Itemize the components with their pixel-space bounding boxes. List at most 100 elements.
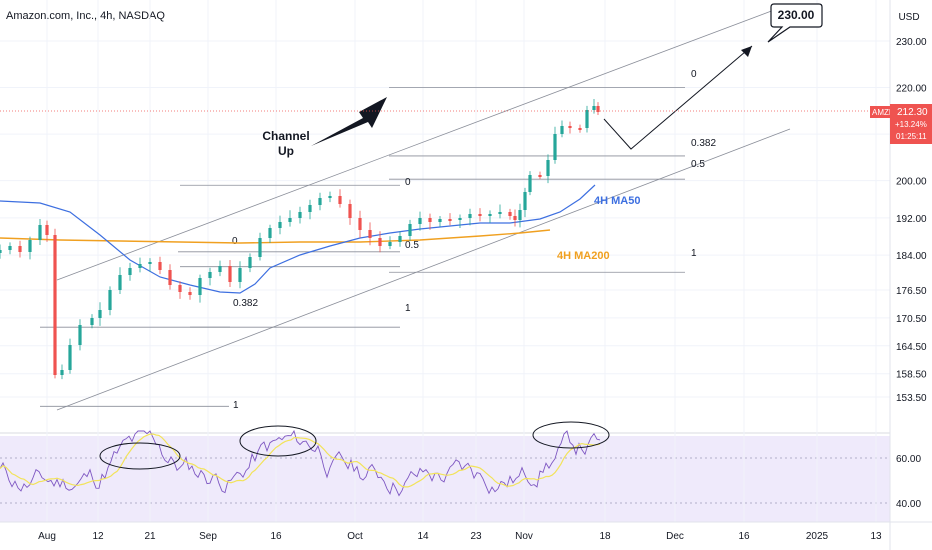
candle-body <box>128 268 132 275</box>
candle-body <box>248 257 252 268</box>
time-tick-label: 14 <box>417 531 429 542</box>
price-tick-label: 184.00 <box>896 251 927 262</box>
candle-body <box>60 370 64 375</box>
candle-body <box>78 325 82 345</box>
price-tick-label: 164.50 <box>896 342 927 353</box>
fib-label: 1 <box>691 248 697 259</box>
channel-label: Up <box>278 144 294 158</box>
candle-body <box>448 219 452 221</box>
price-change-label: +13.24% <box>895 120 927 129</box>
fib-label: 0 <box>691 69 697 80</box>
rsi-highlight-ellipse <box>532 421 610 449</box>
candle-body <box>328 196 332 198</box>
time-tick-label: 2025 <box>806 531 829 542</box>
candle-body <box>8 246 12 250</box>
channel-upper-line <box>56 3 791 281</box>
price-tick-label: 158.50 <box>896 370 927 381</box>
rsi-highlight-ellipse <box>239 425 317 457</box>
time-tick-label: 16 <box>738 531 750 542</box>
countdown-label: 01:25:11 <box>896 132 927 141</box>
candle-body <box>388 242 392 246</box>
candle-body <box>18 246 22 252</box>
candle-body <box>378 238 382 246</box>
time-tick-label: 18 <box>599 531 611 542</box>
candle-body <box>518 210 522 220</box>
candle-body <box>488 214 492 216</box>
candle-body <box>478 214 482 216</box>
candle-body <box>138 264 142 268</box>
candle-body <box>188 292 192 295</box>
ticker-badge <box>870 106 890 118</box>
candle-body <box>358 218 362 230</box>
candle-body <box>585 110 589 128</box>
candle-body <box>498 212 502 214</box>
candle-body <box>508 212 512 216</box>
candle-body <box>238 268 242 282</box>
time-tick-label: 12 <box>92 531 104 542</box>
candle-body <box>560 126 564 134</box>
time-tick-label: Oct <box>347 531 363 542</box>
target-label: 230.00 <box>778 8 815 22</box>
candle-body <box>318 198 322 205</box>
candle-body <box>528 175 532 192</box>
candle-body <box>468 214 472 218</box>
candle-body <box>28 240 32 252</box>
currency-label: USD <box>898 12 919 23</box>
candle-body <box>338 196 342 204</box>
candle-body <box>258 238 262 257</box>
fib-label: 0 <box>232 236 238 247</box>
candle-body <box>458 218 462 220</box>
channel-label: Channel <box>262 129 309 143</box>
price-tick-label: 153.50 <box>896 393 927 404</box>
candle-body <box>198 278 202 295</box>
candle-body <box>398 236 402 242</box>
candle-body <box>178 285 182 292</box>
price-tick-label: 200.00 <box>896 177 927 188</box>
candle-body <box>578 128 582 130</box>
candle-body <box>53 235 57 375</box>
ma50-label: 4H MA50 <box>594 195 640 207</box>
rsi-tick-label: 40.00 <box>896 499 921 510</box>
candle-body <box>418 218 422 224</box>
candle-body <box>268 228 272 238</box>
candle-body <box>168 270 172 285</box>
candle-body <box>596 106 600 112</box>
price-axis-panel <box>890 0 932 550</box>
candle-body <box>513 216 517 220</box>
fib-label: 0.382 <box>691 138 716 149</box>
candle-body <box>408 224 412 236</box>
ma50-line <box>0 184 596 294</box>
ma200-line <box>0 229 551 244</box>
price-badge <box>890 104 932 144</box>
last-price-label: 212.30 <box>897 107 928 118</box>
time-tick-label: 16 <box>270 531 282 542</box>
rsi-tick-label: 60.00 <box>896 454 921 465</box>
rsi-highlight-ellipse <box>99 442 181 470</box>
candle-body <box>568 126 572 128</box>
candle-body <box>368 230 372 238</box>
projection-line <box>603 45 753 150</box>
candle-body <box>278 222 282 228</box>
price-tick-label: 230.00 <box>896 37 927 48</box>
candle-body <box>118 275 122 290</box>
candle-body <box>228 266 232 282</box>
fib-label: 0.5 <box>691 159 705 170</box>
candle-body <box>308 205 312 212</box>
candle-body <box>45 225 49 235</box>
candle-body <box>90 318 94 325</box>
candle-body <box>0 250 2 253</box>
candle-body <box>218 266 222 272</box>
chart-title: Amazon.com, Inc., 4h, NASDAQ <box>6 10 165 22</box>
fib-label: 0 <box>405 177 411 188</box>
candle-body <box>208 272 212 278</box>
candle-body <box>298 212 302 218</box>
candle-body <box>108 290 112 310</box>
price-tick-label: 220.00 <box>896 84 927 95</box>
candle-body <box>158 262 162 270</box>
time-tick-label: Aug <box>38 531 56 542</box>
candle-body <box>428 218 432 222</box>
candle-body <box>288 218 292 222</box>
rsi-ma-line <box>0 433 601 488</box>
ticker-badge-label: AMZN <box>872 108 895 117</box>
